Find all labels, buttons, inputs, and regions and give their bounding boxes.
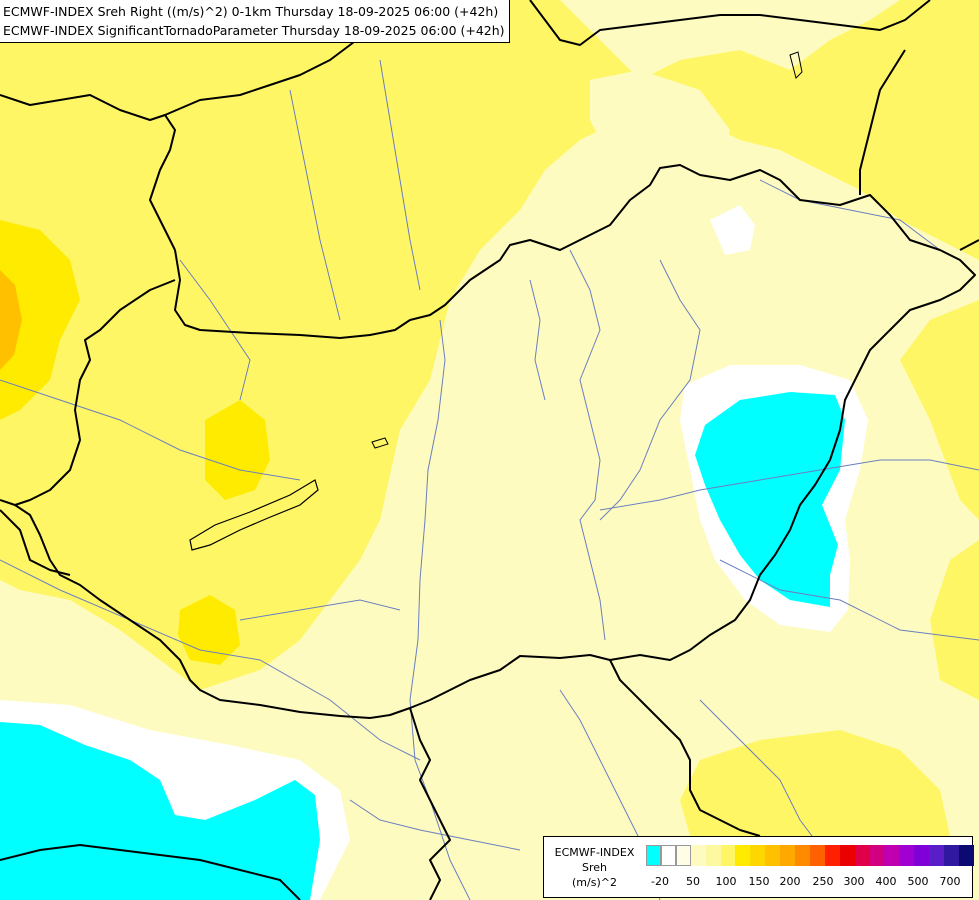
legend-tick-label: 500 <box>907 875 929 888</box>
legend-swatch <box>795 845 810 866</box>
title-line-sreh: ECMWF-INDEX Sreh Right ((m/s)^2) 0-1km T… <box>3 4 499 19</box>
legend-tick-label: 100 <box>715 875 737 888</box>
legend-tick-label: 300 <box>843 875 865 888</box>
color-legend: ECMWF-INDEX Sreh (m/s)^2 -20 50 100 150 200 2… <box>543 836 974 898</box>
legend-tick-label: 200 <box>779 875 801 888</box>
legend-swatch <box>854 845 870 866</box>
field-white-north-spot <box>710 205 755 255</box>
field-cyan-southwest <box>0 722 320 900</box>
legend-swatch <box>944 845 959 866</box>
lake-balaton <box>189 479 319 551</box>
field-strong-west <box>0 220 80 420</box>
field-yellow-north <box>0 0 979 690</box>
legend-swatch <box>690 845 706 866</box>
legend-swatch <box>750 845 766 866</box>
legend-swatch <box>809 845 825 866</box>
field-strong-center <box>205 400 270 500</box>
title-line-stp: ECMWF-INDEX SignificantTornadoParameter … <box>3 23 505 38</box>
legend-swatch <box>780 845 796 866</box>
legend-variable: Sreh <box>581 861 607 874</box>
legend-swatch <box>839 845 855 866</box>
legend-swatch <box>765 845 781 866</box>
legend-tick-label: 50 <box>686 875 700 888</box>
legend-swatch <box>646 845 661 866</box>
legend-swatch <box>869 845 885 866</box>
legend-swatch <box>824 845 840 866</box>
lake-small-1 <box>371 437 389 449</box>
rivers <box>0 59 979 900</box>
legend-swatch <box>929 845 945 866</box>
field-peak-west <box>0 270 22 370</box>
legend-source: ECMWF-INDEX <box>554 846 635 859</box>
field-yellow-east <box>900 300 979 520</box>
legend-tick-label: 150 <box>748 875 770 888</box>
field-yellow-right-edge <box>930 540 979 700</box>
field-pale-north <box>590 70 730 200</box>
legend-label: ECMWF-INDEX Sreh (m/s)^2 <box>547 845 642 890</box>
legend-tick-label: 400 <box>875 875 897 888</box>
legend-swatch <box>660 845 676 866</box>
legend-tick-label: -20 <box>651 875 669 888</box>
legend-swatch <box>899 845 915 866</box>
legend-swatch <box>735 845 751 866</box>
legend-swatch <box>958 845 974 866</box>
legend-swatch <box>884 845 900 866</box>
field-yellow-southeast <box>680 730 950 836</box>
map-title: ECMWF-INDEX Sreh Right ((m/s)^2) 0-1km T… <box>0 0 510 43</box>
legend-swatch <box>675 845 691 866</box>
legend-unit: (m/s)^2 <box>572 876 617 889</box>
legend-tick-label: 700 <box>939 875 961 888</box>
legend-swatch <box>720 845 736 866</box>
legend-swatch <box>914 845 930 866</box>
lake-small-2 <box>789 51 803 79</box>
legend-tick-label: 250 <box>812 875 834 888</box>
legend-swatch <box>705 845 721 866</box>
field-cyan-east <box>695 392 845 607</box>
